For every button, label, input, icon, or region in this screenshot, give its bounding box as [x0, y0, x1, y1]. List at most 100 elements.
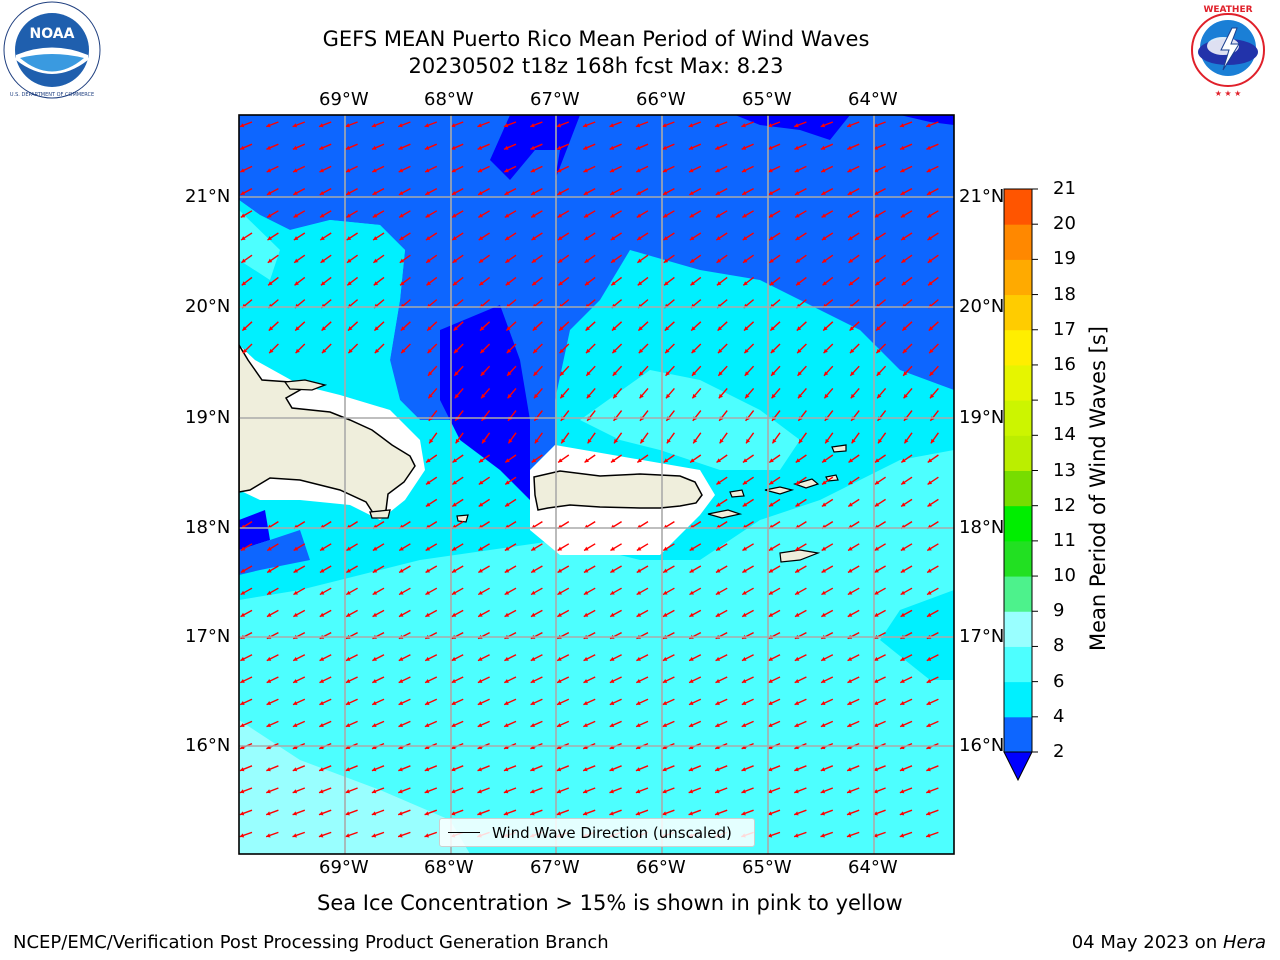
sea-ice-note: Sea Ice Concentration > 15% is shown in … [317, 891, 903, 915]
wave-arrow-head [426, 458, 431, 463]
wave-arrow-head [451, 213, 457, 218]
wave-arrow-head [847, 612, 853, 617]
wave-arrow-head [689, 678, 694, 683]
wave-arrow-head [530, 767, 535, 772]
wave-arrow-head [743, 326, 749, 331]
wave-arrow-head [292, 723, 298, 728]
wave-arrow-head [319, 145, 324, 150]
wave-arrow-head [741, 168, 747, 173]
wave-arrow-head [295, 348, 300, 354]
wave-arrow-head [532, 281, 537, 286]
wave-arrow-head [820, 123, 826, 128]
wave-arrow-head [874, 190, 879, 195]
wave-arrow-head [900, 678, 905, 683]
wave-arrow-head [504, 723, 509, 728]
wave-arrow-head [481, 393, 486, 399]
wave-arrow-head [429, 438, 434, 444]
wave-arrow-head [662, 745, 667, 750]
wave-arrow-head [821, 190, 826, 195]
wave-arrow-head [847, 767, 852, 772]
wave-arrow-head [609, 723, 615, 728]
wave-arrow-head [875, 281, 880, 286]
wave-arrow-head [847, 145, 852, 150]
wave-arrow-head [688, 701, 694, 705]
wave-arrow-head [848, 281, 854, 286]
wave-arrow-head [899, 123, 905, 128]
wave-arrow-head [609, 811, 614, 816]
wave-arrow-head [266, 811, 271, 816]
wave-arrow-head [556, 767, 562, 772]
wave-arrow-head [745, 393, 750, 399]
wave-arrow-head [796, 326, 802, 331]
wave-arrow-head [794, 723, 799, 728]
wave-arrow-head [609, 168, 615, 173]
wave-arrow-head [530, 789, 535, 794]
wave-arrow-head [583, 701, 588, 705]
wave-arrow-head [874, 480, 880, 485]
wave-arrow-head [585, 326, 590, 331]
wave-arrow-head [239, 833, 245, 838]
wave-arrow-head [741, 789, 746, 794]
wave-arrow-head [768, 190, 774, 195]
wave-arrow-head [636, 701, 641, 705]
wave-arrow-head [820, 767, 826, 772]
wave-arrow-head [480, 348, 485, 354]
wave-arrow-head [346, 190, 351, 195]
wave-arrow-head [926, 833, 931, 838]
wave-arrow-head [664, 326, 670, 331]
wave-arrow-head [794, 190, 800, 195]
wave-arrow-head [533, 348, 538, 354]
wave-arrow-head [821, 502, 827, 507]
field-8-9 [239, 720, 470, 854]
wave-arrow-head [585, 348, 591, 354]
wave-arrow-head [345, 145, 351, 150]
wave-arrow-head [267, 546, 272, 551]
wave-arrow-head [741, 767, 747, 772]
wave-arrow-head [662, 678, 668, 683]
wave-arrow-head [768, 168, 773, 173]
wave-arrow-head [716, 281, 722, 286]
wave-arrow-head [531, 258, 537, 263]
wave-arrow-head [398, 678, 404, 683]
lat-label-left: 20°N [185, 296, 231, 317]
colorbar-segment [1004, 611, 1032, 647]
wave-arrow-head [821, 656, 826, 661]
wave-arrow-head [692, 393, 697, 399]
wave-arrow-head [794, 656, 800, 661]
wave-arrow-head [636, 190, 642, 195]
wave-arrow-head [847, 168, 852, 173]
wave-arrow-head [715, 123, 720, 128]
wave-arrow-head [583, 612, 589, 617]
lat-label-right: 18°N [959, 517, 1005, 538]
wave-arrow-head [900, 701, 905, 705]
wave-arrow-head [824, 393, 829, 399]
wave-arrow-head [346, 213, 351, 218]
wave-arrow-head [239, 767, 245, 772]
wave-arrow-head [583, 656, 589, 661]
wave-arrow-head [821, 546, 827, 551]
lon-label-top: 64°W [848, 89, 898, 110]
wave-arrow-head [741, 123, 746, 128]
wave-arrow-head [530, 168, 536, 173]
wave-arrow-head [557, 568, 563, 573]
wave-arrow-head [319, 190, 325, 195]
wave-arrow-head [848, 480, 853, 485]
wave-arrow-head [743, 281, 748, 286]
wave-arrow-head [345, 678, 351, 683]
wave-arrow-head [636, 546, 642, 551]
wave-arrow-head [266, 678, 272, 683]
wave-arrow-head [346, 590, 351, 595]
wave-arrow-head [320, 281, 326, 286]
svg-text:WEATHER: WEATHER [1203, 5, 1252, 15]
wave-arrow-head [556, 701, 562, 705]
wave-arrow-head [478, 258, 484, 263]
wave-arrow-head [609, 656, 615, 661]
colorbar-tick-label: 12 [1053, 494, 1076, 516]
wave-arrow-head [477, 701, 483, 705]
wave-arrow-head [319, 590, 325, 595]
wave-arrow-head [926, 678, 932, 683]
wave-arrow-head [742, 480, 748, 485]
wave-arrow-head [477, 656, 483, 661]
wave-arrow-head [293, 168, 298, 173]
wave-arrow-head [821, 236, 827, 241]
